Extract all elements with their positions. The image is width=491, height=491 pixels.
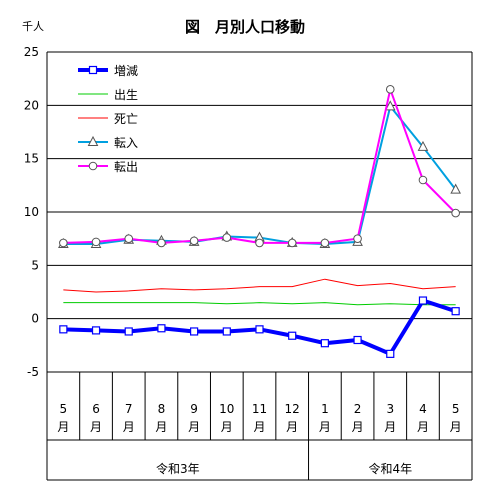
series-layer	[58, 85, 461, 358]
x-tick-label: 7	[125, 402, 133, 416]
x-tick-label: 12	[285, 402, 300, 416]
data-point	[222, 327, 231, 336]
data-point	[451, 208, 460, 218]
data-point	[189, 236, 199, 246]
chart-title: 図 月別人口移動	[185, 18, 305, 36]
series-line	[63, 105, 457, 245]
series-2	[63, 278, 456, 293]
x-tick-label: 月	[352, 420, 364, 434]
y-tick-label: 15	[24, 152, 39, 166]
data-point	[59, 238, 68, 248]
legend-item: 転入	[78, 135, 138, 150]
x-tick-label: 月	[155, 420, 167, 434]
x-tick-label: 4	[419, 402, 427, 416]
x-tick-label: 5	[60, 402, 68, 416]
data-point	[353, 335, 362, 345]
data-point	[320, 339, 329, 348]
data-point	[157, 238, 166, 248]
data-point	[417, 140, 429, 151]
data-point	[190, 327, 199, 336]
legend-item: 増減	[78, 63, 138, 78]
series-0	[59, 296, 460, 358]
data-point	[91, 326, 101, 335]
legend-label: 増減	[114, 63, 138, 78]
data-point	[320, 238, 330, 248]
data-point	[88, 65, 98, 75]
data-point	[418, 296, 428, 305]
series-4	[59, 85, 460, 248]
x-tick-label: 8	[158, 402, 166, 416]
x-tick-label: 月	[123, 420, 135, 434]
legend-label: 転出	[114, 160, 138, 174]
data-point	[385, 85, 395, 94]
legend-label: 転入	[114, 136, 138, 150]
data-point	[157, 324, 166, 333]
x-tick-label: 9	[190, 402, 198, 416]
x-tick-label: 月	[319, 420, 331, 434]
grid	[47, 51, 472, 373]
y-tick-label: -5	[27, 365, 39, 379]
x-tick-label: 6	[92, 402, 100, 416]
x-tick-label: 月	[286, 420, 298, 434]
x-tick-label: 月	[90, 420, 102, 434]
y-axis-unit: 千人	[22, 20, 44, 33]
series-line	[63, 278, 456, 293]
data-point	[353, 234, 362, 243]
y-tick-label: 0	[31, 312, 39, 326]
x-tick-label: 11	[252, 402, 267, 416]
x-tick-label: 月	[57, 420, 69, 434]
data-point	[450, 183, 461, 194]
data-point	[59, 325, 68, 334]
data-point	[451, 307, 460, 316]
y-tick-label: 25	[24, 45, 39, 59]
data-point	[384, 100, 396, 111]
data-point	[124, 234, 134, 243]
data-point	[222, 233, 232, 242]
x-tick-label: 1	[321, 402, 329, 416]
y-tick-label: 20	[24, 98, 39, 112]
data-point	[88, 161, 98, 171]
data-point	[386, 349, 395, 358]
x-tick-label: 2	[354, 402, 362, 416]
data-point	[288, 331, 297, 340]
y-tick-label: 10	[24, 205, 39, 219]
legend-item: 転出	[78, 160, 138, 174]
era-label: 令和3年	[156, 461, 200, 476]
data-point	[255, 238, 264, 248]
series-1	[63, 302, 456, 306]
legend-item: 死亡	[78, 112, 138, 126]
data-point	[87, 135, 99, 146]
x-tick-label: 月	[188, 420, 200, 434]
x-tick-label: 5	[452, 402, 460, 416]
x-tick-label: 月	[384, 420, 396, 434]
x-tick-label: 月	[450, 420, 462, 434]
data-point	[418, 175, 428, 185]
legend-item: 出生	[78, 88, 138, 102]
series-line	[63, 302, 456, 306]
data-point	[124, 327, 133, 336]
data-point	[91, 237, 101, 247]
data-point	[255, 325, 264, 334]
y-tick-label: 5	[31, 258, 39, 272]
x-tick-label: 3	[386, 402, 394, 416]
x-tick-label: 10	[219, 402, 234, 416]
x-tick-label: 月	[417, 420, 429, 434]
y-axis-ticks: 25 20 15 10 5 0 -5	[24, 45, 39, 379]
x-tick-label: 月	[221, 420, 233, 434]
era-label: 令和4年	[368, 461, 412, 476]
x-tick-label: 月	[253, 420, 265, 434]
legend-label: 出生	[114, 88, 138, 102]
legend-label: 死亡	[114, 112, 138, 126]
plot-frame	[46, 52, 473, 372]
data-point	[287, 238, 297, 248]
